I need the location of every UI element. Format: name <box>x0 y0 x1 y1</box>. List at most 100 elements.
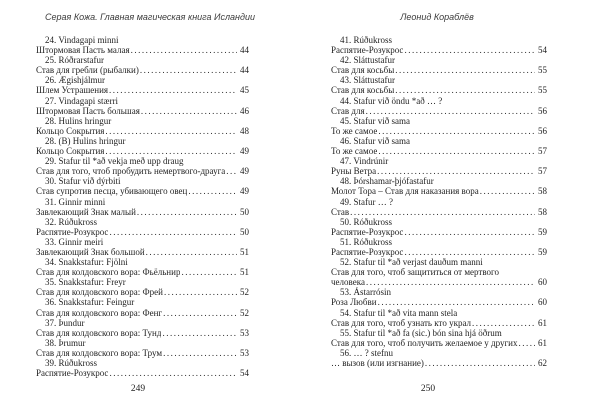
toc-entry-title-line: 31. Ginnir minni <box>36 197 249 207</box>
toc-entry: 50. Róðukross Распятие-Розукрос 59 <box>331 217 547 237</box>
toc-entry-title-line: 33. Ginnir meiri <box>36 237 249 247</box>
toc-entry-translation-line: Кольцо Сокрытия 49 <box>36 146 249 156</box>
toc-entry-translation-line: Штормовая Пасть большая 46 <box>36 106 249 116</box>
entry-page-reference: 56 <box>538 105 547 116</box>
entry-page-reference: 44 <box>240 65 249 76</box>
dotted-leader <box>480 186 535 196</box>
toc-entry-title-line: 32. Rúðukross <box>36 217 249 227</box>
toc-entry: 53. Ástarrósin Роза Любви 60 <box>331 287 547 307</box>
entry-number: 50. <box>340 216 352 227</box>
toc-entry-translation-line: Завлекающий Знак малый 50 <box>36 207 249 217</box>
toc-entry-title-line: 48. Þórshamar-þjófastafur <box>331 176 547 186</box>
toc-entry: 37. Þundur Став для колдовского вора: Ту… <box>36 318 249 338</box>
entry-number: 39. <box>45 358 57 368</box>
toc-entry: 28. (B) Hulins hringur Кольцо Сокрытия 4… <box>36 136 249 156</box>
dotted-leader <box>109 368 237 378</box>
entry-number: 52. <box>340 257 352 268</box>
entry-russian-text: Став для косьбы <box>331 65 395 76</box>
toc-entry: 47. Vindrúnir Руны Ветра 57 <box>331 156 547 176</box>
toc-entry: 46. Stafur við sama То же самое 57 <box>331 136 547 156</box>
page-number-right: 250 <box>420 384 436 394</box>
toc-entry: 31. Ginnir minni Завлекающий Знак малый … <box>36 197 249 217</box>
entry-number: 56. <box>340 347 352 358</box>
toc-entry-title-line: 30. Stafur við dýrbiti <box>36 176 249 186</box>
dotted-leader <box>140 65 237 75</box>
toc-entry-translation-line: То же самое 56 <box>331 126 547 136</box>
toc-entry-translation-line: Роза Любви 60 <box>331 297 547 307</box>
toc-entry-translation-line: Став для колдовского вора: Тунд 53 <box>36 328 249 338</box>
entry-russian-text: человека <box>331 277 365 288</box>
entry-russian-text: Став для гребли (рыбалки) <box>36 65 139 76</box>
toc-entry-title-line: 44. Stafur við öndu *að … ? <box>331 96 547 106</box>
toc-entry-translation-line: Став для 56 <box>331 106 547 116</box>
toc-entry-title-line: 52. Stafur til *að verjast dauðum manni <box>331 257 547 267</box>
toc-entry: 54. Stafur til *að vita mann stela Став … <box>331 308 547 328</box>
entry-russian-text: Став для того, чтоб пробудить немертвого… <box>36 166 226 177</box>
dotted-leader <box>378 146 535 156</box>
entry-number: 53. <box>340 287 352 298</box>
toc-entry: 42. Sláttustafur Став для косьбы 55 <box>331 55 547 75</box>
toc-entry-title-line: 42. Sláttustafur <box>331 55 547 65</box>
toc-column-right-page: 41. Rúðukross Распятие-Розукрос 54 42. S… <box>331 35 547 368</box>
entry-number: 33. <box>45 236 57 247</box>
toc-entry: 29. Stafur til *að vekja með upp draug С… <box>36 156 249 176</box>
entry-russian-text: Распятие-Розукрос <box>36 226 109 237</box>
toc-entry-translation-line: Став для колдовского вора: Фьёльнир 51 <box>36 267 249 277</box>
entry-russian-text: Штормовая Пасть малая <box>36 45 130 56</box>
toc-entry-title-line: 45. Stafur við sama <box>331 116 547 126</box>
entry-icelandic-title: … ? stefnu <box>353 347 394 358</box>
entry-russian-text: Став для колдовского вора: Трум <box>36 347 163 358</box>
dotted-leader <box>105 146 237 156</box>
entry-icelandic-title: Þundur <box>58 317 85 328</box>
toc-entry-title-line: 28. Hulins hringur <box>36 116 249 126</box>
toc-entry-translation-line: Распятие-Розукрос 50 <box>36 227 249 237</box>
toc-entry-title-line: 51. Róðukross <box>331 237 547 247</box>
dotted-leader <box>404 227 535 237</box>
entry-icelandic-title: Rúðukross <box>58 216 98 227</box>
toc-entry: 52. Stafur til *að verjast dauðum manni … <box>331 257 547 287</box>
entry-icelandic-title: Rúðukross <box>353 35 393 45</box>
entry-icelandic-title: (B) Hulins hringur <box>58 135 126 146</box>
page-number-left: 249 <box>130 384 146 394</box>
entry-icelandic-title: Vindrúnir <box>353 156 389 167</box>
toc-entry-translation-line: Став для того, чтоб узнать кто украл 61 <box>331 318 547 328</box>
entry-page-reference: 52 <box>240 287 249 298</box>
entry-icelandic-title: Ginnir minni <box>58 196 106 207</box>
dotted-leader <box>141 106 237 116</box>
entry-russian-text: Став <box>331 206 350 217</box>
entry-number: 37. <box>45 317 57 328</box>
toc-entry-translation-line: Распятие-Розукрос 54 <box>36 368 249 378</box>
toc-entry-title-line: 49. Stafur … ? <box>331 197 547 207</box>
toc-entry: 32. Rúðukross Распятие-Розукрос 50 <box>36 217 249 237</box>
toc-entry-title-line: 29. Stafur til *að vekja með upp draug <box>36 156 249 166</box>
toc-entry: 48. Þórshamar-þjófastafur Молот Тора – С… <box>331 176 547 196</box>
entry-russian-text: Став для колдовского вора: Фрей <box>36 287 163 298</box>
entry-page-reference: 58 <box>538 206 547 217</box>
dotted-leader <box>163 348 237 358</box>
entry-russian-text: Став для того, чтоб узнать кто украл <box>331 317 472 328</box>
dotted-leader <box>366 106 535 116</box>
toc-entry-translation-line: Став для колдовского вора: Фрей 52 <box>36 287 249 297</box>
entry-icelandic-title: Snakkstafur: Freyr <box>58 277 126 288</box>
toc-entry-translation-line: человека 60 <box>331 277 547 287</box>
entry-russian-text: Распятие-Розукрос <box>331 246 404 257</box>
entry-number: 48. <box>340 176 352 187</box>
entry-icelandic-title: Stafur við dýrbiti <box>58 176 121 187</box>
toc-entry: 35. Snakkstafur: Freyr Став для колдовск… <box>36 277 249 297</box>
toc-entry-title-line: 34. Snakkstafur: Fjölni <box>36 257 249 267</box>
dotted-leader <box>425 358 535 368</box>
entry-icelandic-title: Ginnir meiri <box>58 236 104 247</box>
dotted-leader <box>109 85 237 95</box>
toc-entry: 51. Róðukross Распятие-Розукрос 59 <box>331 237 547 257</box>
entry-number: 31. <box>45 196 57 207</box>
toc-entry-title-line: 54. Stafur til *að vita mann stela <box>331 308 547 318</box>
entry-number: 38. <box>45 337 57 348</box>
toc-entry-title-line: 37. Þundur <box>36 318 249 328</box>
entry-page-reference: 49 <box>240 146 249 157</box>
toc-entry: 56. … ? stefnu … вызов (или изгнание) 62 <box>331 348 547 368</box>
entry-number: 44. <box>340 95 352 106</box>
dotted-leader <box>377 166 535 176</box>
toc-entry-title-line: 24. Vindagapi minni <box>36 35 249 45</box>
toc-entry-title-line: 27. Vindagapi stærri <box>36 96 249 106</box>
entry-number: 42. <box>340 55 352 66</box>
